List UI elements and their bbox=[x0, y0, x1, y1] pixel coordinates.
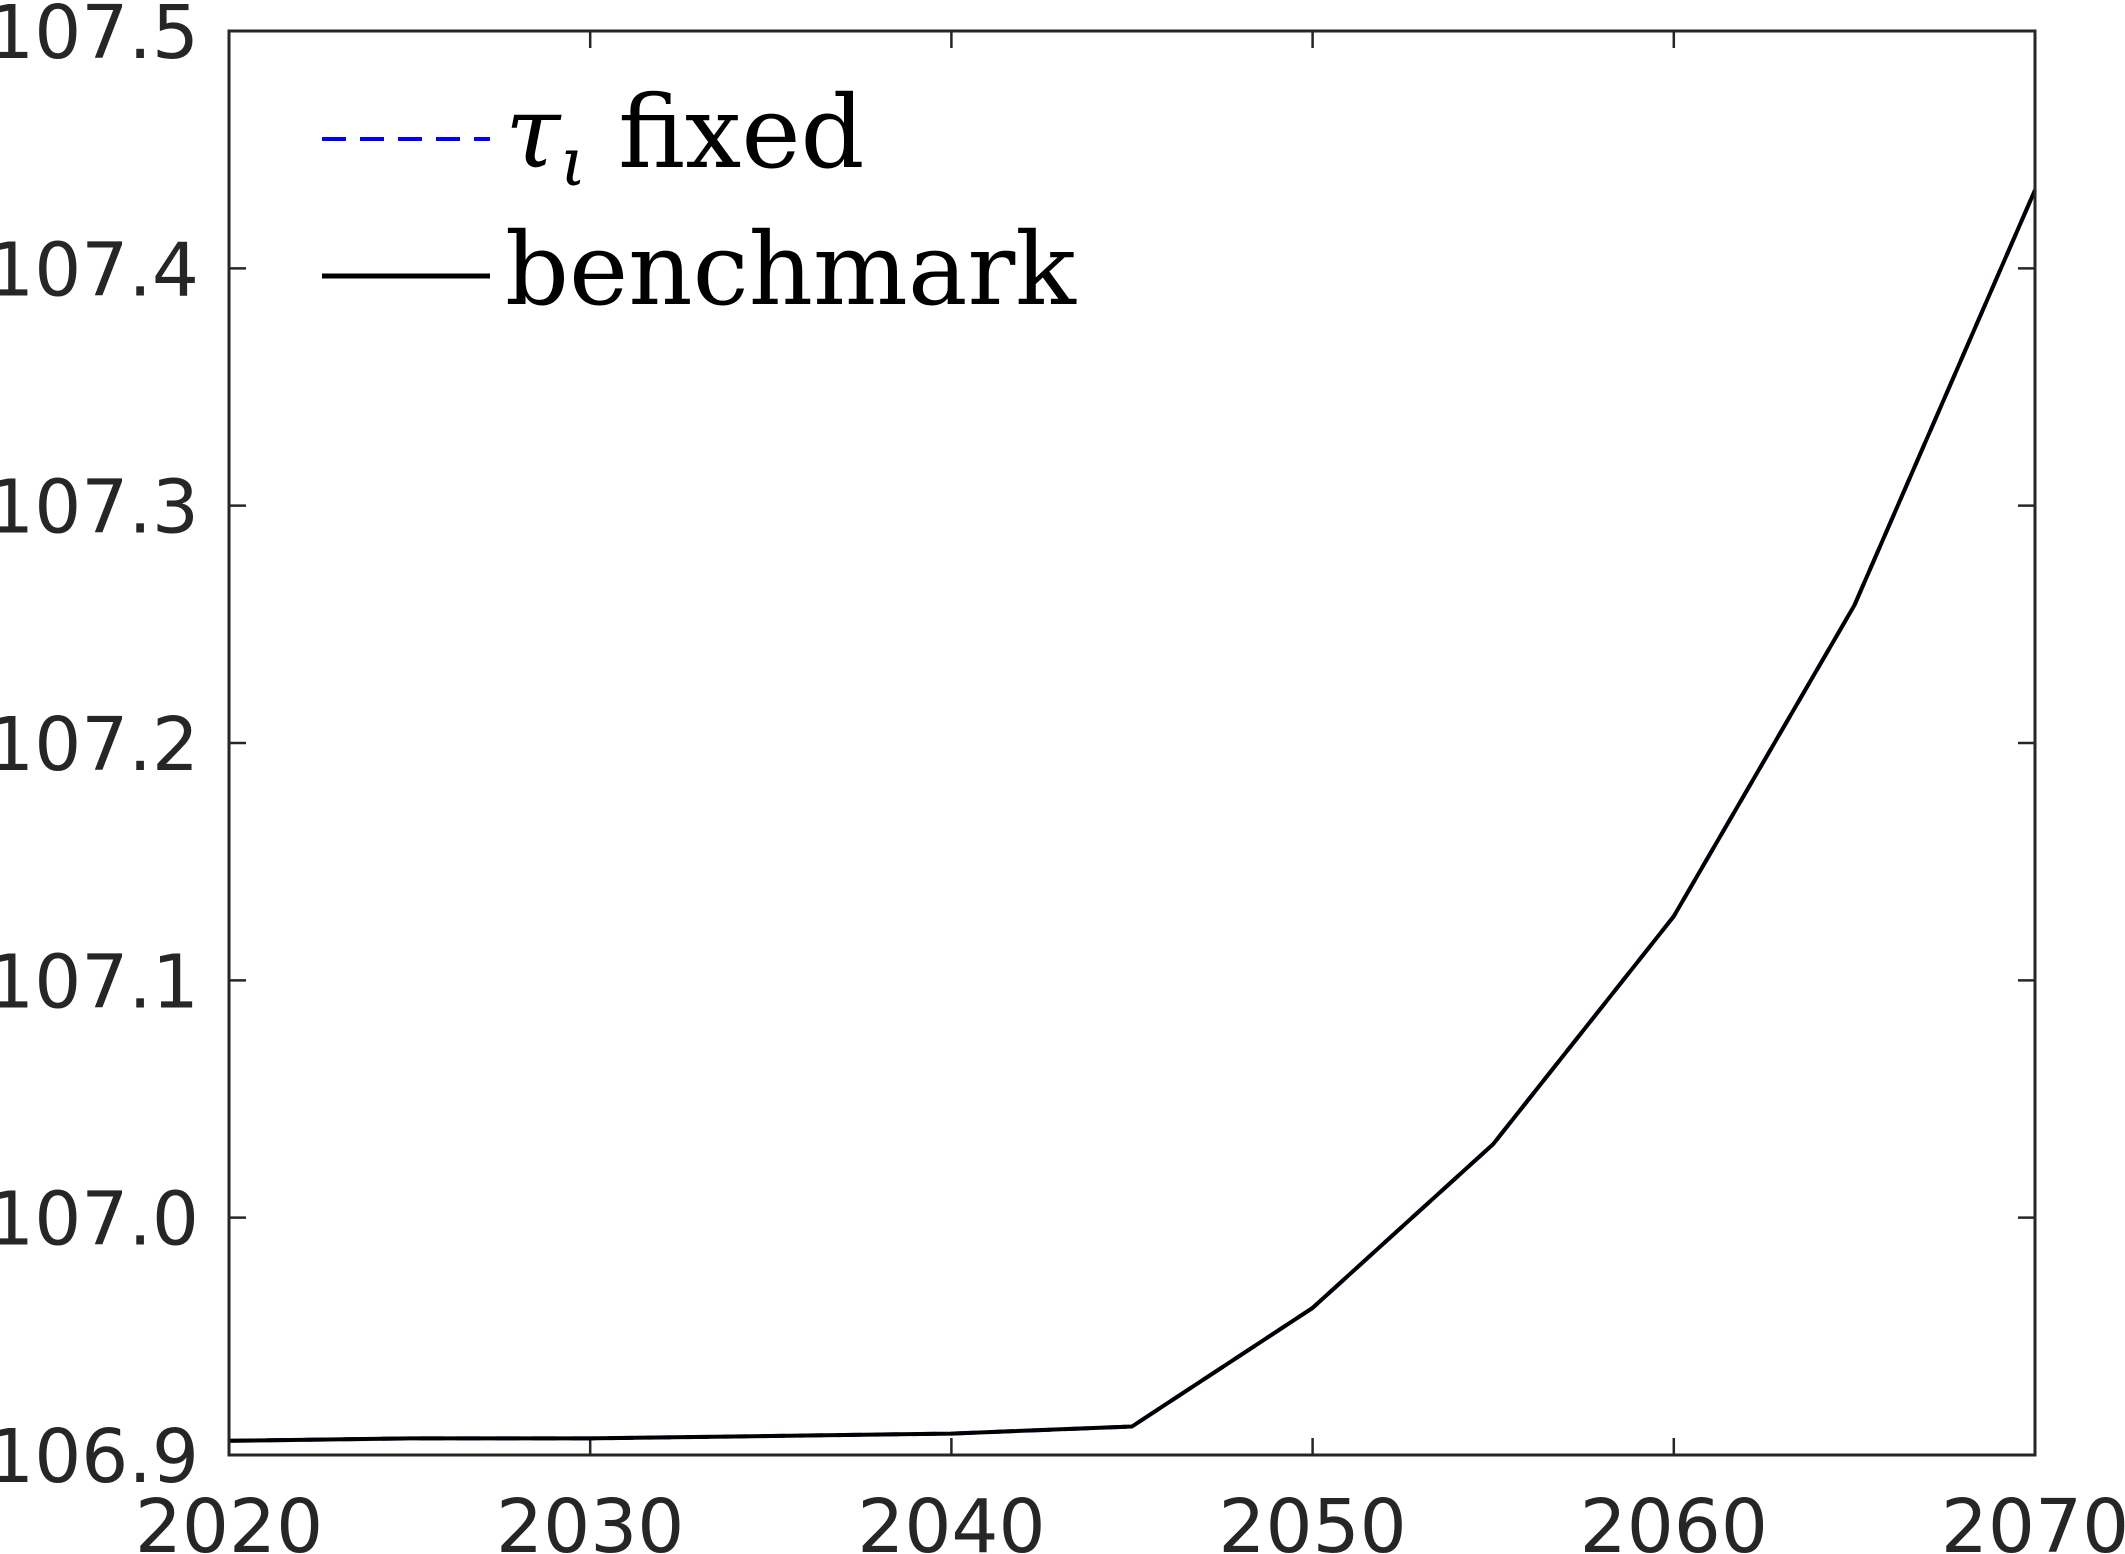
x-axis-tick-labels: 2020 2030 2040 2050 2060 2070 bbox=[135, 1484, 2125, 1554]
y-tick-label: 107.2 bbox=[0, 702, 199, 788]
series-layer bbox=[228, 189, 2037, 1443]
x-tick-label: 2020 bbox=[135, 1484, 323, 1554]
y-tick-label: 107.3 bbox=[0, 465, 199, 551]
legend-label-tau-fixed: τι fixed bbox=[505, 74, 865, 201]
legend-label-benchmark: benchmark bbox=[505, 211, 1077, 328]
y-tick-label: 107.4 bbox=[0, 227, 199, 313]
y-tick-label: 107.0 bbox=[0, 1177, 199, 1263]
x-tick-label: 2050 bbox=[1218, 1484, 1406, 1554]
plot-frame bbox=[227, 29, 2037, 1457]
y-tick-label: 107.1 bbox=[0, 939, 199, 1025]
y-tick-label: 106.9 bbox=[0, 1414, 199, 1500]
series-line-benchmark bbox=[228, 189, 2037, 1443]
legend: τι fixed benchmark bbox=[322, 74, 1077, 328]
y-tick-label: 107.5 bbox=[0, 0, 199, 76]
plot-area bbox=[229, 31, 2035, 1455]
y-axis-tick-labels: 106.9 107.0 107.1 107.2 107.3 107.4 107.5 bbox=[0, 0, 199, 1500]
x-tick-label: 2030 bbox=[496, 1484, 684, 1554]
x-tick-label: 2040 bbox=[857, 1484, 1045, 1554]
x-tick-label: 2070 bbox=[1941, 1484, 2125, 1554]
x-tick-label: 2060 bbox=[1580, 1484, 1768, 1554]
